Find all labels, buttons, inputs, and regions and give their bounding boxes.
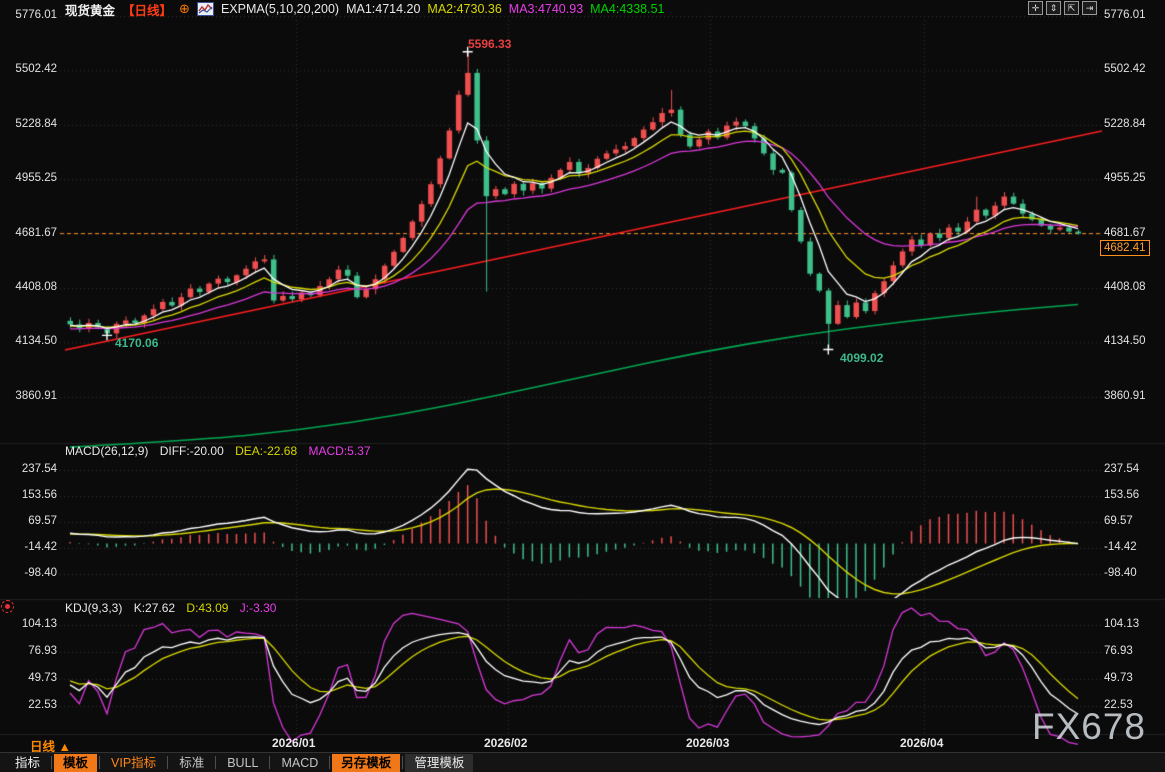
- y-axis-scale-icon[interactable]: ⇕: [1046, 1, 1061, 15]
- macd-header: MACD(26,12,9) DIFF:-20.00 DEA:-22.68 MAC…: [65, 444, 379, 458]
- macd-axis-label: -98.40: [1104, 567, 1137, 579]
- crosshair-marker-icon[interactable]: [1, 600, 14, 613]
- macd-axis-label: 237.54: [21, 463, 57, 475]
- high-annotation: 5596.33: [468, 37, 512, 51]
- price-axis-label: 4955.25: [15, 172, 57, 185]
- macd-axis-label: -14.42: [24, 541, 57, 553]
- ma2-value: MA2:4730.36: [427, 2, 502, 16]
- price-axis-label: 5776.01: [15, 9, 57, 21]
- ma4-value: MA4:4338.51: [590, 2, 665, 16]
- detach-icon[interactable]: ⇥: [1082, 1, 1097, 15]
- kdj-axis-label: 104.13: [1104, 618, 1140, 630]
- price-axis-label: 4408.08: [1104, 281, 1146, 293]
- macd-diff-value: DIFF:-20.00: [159, 444, 224, 458]
- pan-icon[interactable]: ✛: [1028, 1, 1043, 15]
- period-tag: 【日线】: [122, 3, 173, 18]
- price-axis-label: 4134.50: [15, 335, 57, 348]
- statusbar-divider: [269, 756, 271, 769]
- macd-macd-value: MACD:5.37: [308, 444, 371, 458]
- indicator-label: EXPMA(5,10,20,200): [220, 2, 340, 16]
- statusbar-item-7[interactable]: 另存模板: [332, 753, 401, 772]
- price-axis-label: 4681.67: [15, 226, 57, 239]
- x-axis-label: 2026/03: [686, 736, 730, 750]
- chart-header: 现货黄金 【日线】 ⊕ EXPMA(5,10,20,200) MA1:4714.…: [65, 1, 665, 18]
- x-axis-label: 2026/02: [484, 736, 528, 750]
- kdj-j-value: J:-3.30: [239, 601, 277, 615]
- statusbar-divider: [402, 756, 404, 769]
- low-left-annotation: 4170.06: [115, 336, 159, 350]
- symbol-name: 现货黄金: [65, 3, 116, 18]
- ma1-value: MA1:4714.20: [346, 2, 421, 16]
- ma3-value: MA3:4740.93: [508, 2, 584, 16]
- kdj-axis-label: 49.73: [28, 672, 57, 684]
- price-axis-label: 3860.91: [15, 389, 57, 402]
- statusbar-divider: [329, 756, 331, 769]
- kdj-axis-label: 22.53: [1104, 699, 1133, 711]
- statusbar-item-2[interactable]: 模板: [54, 753, 98, 772]
- price-axis-label: 3860.91: [1104, 389, 1146, 402]
- price-axis-label: 4955.25: [1104, 172, 1146, 185]
- macd-axis-label: 237.54: [1104, 463, 1140, 475]
- price-axis-label: 4134.50: [1104, 335, 1146, 348]
- macd-axis-label: 69.57: [1104, 515, 1133, 527]
- macd-axis-label: 69.57: [28, 515, 57, 527]
- statusbar-item-8[interactable]: 管理模板: [405, 753, 474, 772]
- statusbar-item-3[interactable]: VIP指标: [111, 755, 157, 770]
- kdj-axis-label: 104.13: [21, 618, 57, 630]
- statusbar-item-4[interactable]: 标准: [179, 755, 205, 770]
- x-axis-scale-icon[interactable]: ⇱: [1064, 1, 1079, 15]
- statusbar-divider: [99, 756, 101, 769]
- kdj-axis-label: 76.93: [1104, 645, 1133, 657]
- watermark: FX678: [1032, 706, 1147, 747]
- kdj-axis-label: 76.93: [28, 645, 57, 657]
- macd-title: MACD(26,12,9): [65, 444, 149, 458]
- last-price-tag: 4682.41: [1100, 240, 1150, 256]
- statusbar-item-6[interactable]: MACD: [281, 755, 319, 770]
- kdj-axis-label: 22.53: [28, 699, 57, 711]
- link-icon[interactable]: ⊕: [179, 1, 190, 16]
- statusbar-divider: [215, 756, 217, 769]
- status-bar: 指标 模板 VIP指标 标准 BULL MACD 另存模板 管理模板: [0, 752, 1165, 772]
- statusbar-divider: [167, 756, 169, 769]
- kdj-header: KDJ(9,3,3) K:27.62 D:43.09 J:-3.30: [65, 601, 284, 615]
- macd-axis-label: -14.42: [1104, 541, 1137, 553]
- macd-dea-value: DEA:-22.68: [235, 444, 298, 458]
- period-selector[interactable]: 日线 ▲: [30, 740, 71, 754]
- low-mid-annotation: 4099.02: [840, 351, 884, 365]
- macd-axis-label: -98.40: [24, 567, 57, 579]
- chart-icon[interactable]: [196, 2, 214, 16]
- kdj-d-value: D:43.09: [186, 601, 229, 615]
- price-axis-label: 5776.01: [1104, 9, 1146, 21]
- kdj-k-value: K:27.62: [133, 601, 176, 615]
- statusbar-item-1[interactable]: 指标: [15, 755, 41, 770]
- price-axis-label: 5502.42: [1104, 63, 1146, 76]
- kdj-axis-label: 49.73: [1104, 672, 1133, 684]
- statusbar-divider: [51, 756, 53, 769]
- price-axis-label: 5228.84: [1104, 117, 1146, 130]
- chart-toolbar: ✛ ⇕ ⇱ ⇥: [1028, 1, 1097, 15]
- price-axis-label: 4681.67: [1104, 226, 1146, 239]
- price-axis-label: 5228.84: [15, 117, 57, 130]
- price-axis-label: 4408.08: [15, 281, 57, 293]
- x-axis-label: 2026/04: [900, 736, 944, 750]
- statusbar-item-5[interactable]: BULL: [227, 755, 259, 770]
- price-axis-label: 5502.42: [15, 63, 57, 76]
- x-axis-label: 2026/01: [272, 736, 316, 750]
- macd-axis-label: 153.56: [21, 489, 57, 501]
- macd-axis-label: 153.56: [1104, 489, 1140, 501]
- kdj-title: KDJ(9,3,3): [65, 601, 123, 615]
